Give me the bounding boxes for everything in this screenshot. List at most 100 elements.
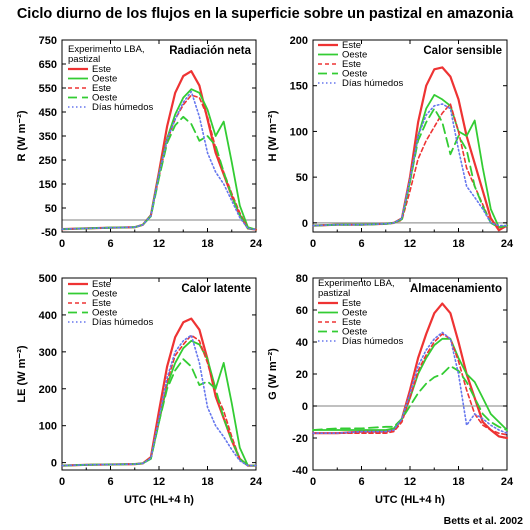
panel-annotation: pastizal: [68, 54, 100, 65]
y-tick-label: 350: [39, 131, 57, 143]
y-tick-label: -40: [292, 465, 308, 477]
legend-label: Oeste: [92, 93, 117, 104]
x-tick-label: 6: [358, 238, 364, 250]
panel-title: Calor latente: [181, 283, 251, 295]
figure-credit: Betts et al. 2002: [443, 515, 523, 527]
legend-label: Este: [92, 83, 111, 94]
legend-label: Este: [342, 317, 361, 328]
y-tick-label: 550: [39, 83, 57, 95]
panel-title: Radiación neta: [169, 45, 251, 57]
y-tick-label: 100: [290, 126, 308, 138]
legend-label: Oeste: [92, 308, 117, 319]
series-line-2: [61, 339, 257, 467]
legend-label: Este: [92, 279, 111, 290]
y-tick-label: 250: [39, 155, 57, 167]
panel-1: 0 6 12 18 24 -50 50 150 250 350 450 550 650 750 R (W m…: [16, 35, 263, 250]
x-tick-label: 12: [153, 238, 165, 250]
y-tick-label: 150: [39, 179, 57, 191]
series-line-5: [61, 334, 257, 467]
series-line-5: [312, 103, 508, 227]
y-tick-label: 450: [39, 107, 57, 119]
y-tick-label: 400: [39, 310, 57, 322]
x-tick-label: 6: [107, 238, 113, 250]
series-line-4: [312, 107, 508, 229]
y-tick-label: -20: [292, 433, 308, 445]
legend-label: Días húmedos: [92, 317, 154, 328]
y-axis-label: H (W m⁻²): [267, 110, 279, 161]
panel-3: 0 6 12 18 24 0 100 200 300 400 500 LE (W m⁻²) UTC (H…: [16, 273, 263, 506]
series-line-2: [312, 94, 508, 229]
x-tick-label: 18: [452, 238, 464, 250]
series-line-5: [61, 90, 257, 231]
series-line-4: [312, 365, 508, 431]
panel-annotation: Experimento LBA,: [68, 44, 145, 55]
legend-label: Oeste: [342, 50, 367, 61]
x-tick-label: 0: [310, 238, 316, 250]
y-tick-label: 650: [39, 59, 57, 71]
y-tick-label: 300: [39, 347, 57, 359]
y-tick-label: 60: [296, 305, 308, 317]
x-tick-label: 24: [250, 238, 263, 250]
y-tick-label: 750: [39, 35, 57, 47]
y-tick-label: 150: [290, 81, 308, 93]
x-tick-label: 24: [501, 476, 514, 488]
y-tick-label: 20: [296, 369, 308, 381]
y-tick-label: 0: [51, 458, 57, 470]
panel-annotation: Experimento LBA,: [318, 278, 395, 289]
y-tick-label: 0: [302, 401, 308, 413]
panel-4: 0 6 12 18 24 -40 -20 0 20 40 60 80 G (W m⁻²) UTC (HL+…: [267, 273, 514, 506]
y-axis-label: LE (W m⁻²): [16, 345, 28, 402]
x-tick-label: 6: [107, 476, 113, 488]
legend-label: Este: [92, 64, 111, 75]
series-line-1: [311, 66, 509, 232]
y-tick-label: 0: [302, 218, 308, 230]
x-tick-label: 0: [59, 476, 65, 488]
x-axis-label: UTC (HL+4 h): [375, 494, 445, 506]
legend-label: Días húmedos: [342, 336, 404, 347]
x-tick-label: 18: [201, 476, 213, 488]
x-tick-label: 18: [452, 476, 464, 488]
x-tick-label: 18: [201, 238, 213, 250]
legend-label: Este: [342, 59, 361, 70]
legend-label: Oeste: [342, 69, 367, 80]
y-tick-label: 40: [296, 337, 308, 349]
series-line-1: [60, 317, 258, 467]
series-line-3: [61, 94, 257, 231]
series-line-3: [61, 334, 257, 467]
x-tick-label: 0: [310, 476, 316, 488]
y-tick-label: 200: [290, 35, 308, 47]
y-tick-label: 50: [45, 203, 57, 215]
y-tick-label: 500: [39, 273, 57, 285]
legend-label: Este: [92, 298, 111, 309]
figure-title: Ciclo diurno de los flujos en la superfi…: [16, 6, 514, 22]
y-tick-label: -50: [41, 227, 57, 239]
y-axis-label: G (W m⁻²): [267, 348, 279, 400]
series-line-3: [312, 103, 508, 229]
y-axis-label: R (W m⁻²): [16, 110, 28, 161]
y-tick-label: 80: [296, 273, 308, 285]
legend-label: Oeste: [92, 74, 117, 85]
x-tick-label: 24: [250, 476, 263, 488]
x-tick-label: 12: [153, 476, 165, 488]
x-tick-label: 24: [501, 238, 514, 250]
legend-label: Oeste: [92, 289, 117, 300]
y-tick-label: 200: [39, 384, 57, 396]
legend-label: Días húmedos: [342, 78, 404, 89]
legend-label: Oeste: [342, 308, 367, 319]
legend-label: Oeste: [342, 327, 367, 338]
legend-label: Días húmedos: [92, 102, 154, 113]
x-axis-label: UTC (HL+4 h): [124, 494, 194, 506]
x-tick-label: 0: [59, 238, 65, 250]
panel-2: 0 6 12 18 24 0 50 100 150 200 H (W m⁻²) Calor sensi…: [267, 35, 514, 250]
series-line-5: [312, 331, 508, 435]
panel-title: Almacenamiento: [410, 283, 502, 295]
y-tick-label: 100: [39, 421, 57, 433]
legend-label: Este: [342, 298, 361, 309]
panel-title: Calor sensible: [423, 45, 502, 57]
x-tick-label: 12: [404, 476, 416, 488]
panel-annotation: pastizal: [318, 288, 350, 299]
x-tick-label: 6: [358, 476, 364, 488]
legend-label: Este: [342, 40, 361, 51]
